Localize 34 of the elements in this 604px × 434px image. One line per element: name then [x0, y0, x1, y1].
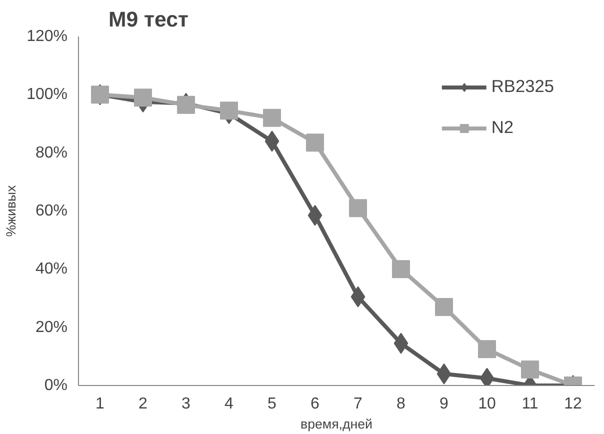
y-tick-label: 40% [35, 260, 68, 278]
x-tick-label: 6 [310, 396, 320, 412]
y-tick-label: 0% [44, 377, 68, 394]
point [521, 360, 539, 379]
point [263, 108, 281, 127]
x-tick-label: 4 [224, 396, 234, 412]
y-tick-label: 120% [26, 28, 68, 45]
point [134, 88, 152, 107]
x-tick-label: 7 [354, 396, 363, 412]
point [220, 102, 238, 120]
y-axis-title: %живых [4, 184, 19, 237]
y-tick-label: 80% [35, 144, 68, 162]
chart-title: M9 тест [108, 8, 188, 32]
y-tick-label: 100% [26, 86, 68, 104]
x-tick-label: 12 [564, 396, 582, 412]
point [478, 340, 496, 358]
x-axis-title: время,дней [300, 416, 372, 432]
x-tick-label: 8 [396, 396, 406, 412]
x-tick-label: 5 [268, 396, 277, 412]
x-tick-label: 11 [522, 396, 538, 412]
point [177, 96, 195, 114]
x-tick-label: 1 [96, 396, 105, 412]
x-tick-label: 2 [138, 396, 148, 412]
point [349, 199, 367, 218]
legend-label: N2 [491, 117, 514, 138]
legend-label: RB2325 [491, 76, 554, 97]
x-tick-label: 9 [440, 396, 449, 412]
point [306, 134, 324, 152]
x-tick-label: 10 [478, 396, 496, 412]
x-tick-label: 3 [182, 396, 191, 412]
y-tick-label: 20% [35, 318, 68, 336]
point [392, 260, 410, 278]
y-tick-label: 60% [35, 202, 68, 220]
point [435, 298, 453, 316]
